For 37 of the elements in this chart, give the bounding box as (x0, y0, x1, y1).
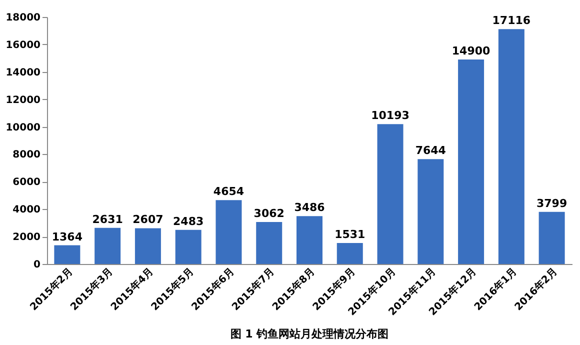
data-label: 7644 (415, 144, 446, 158)
bar (418, 159, 444, 264)
y-tick-label: 14000 (6, 67, 41, 78)
bar (296, 216, 322, 264)
y-tick-label: 6000 (12, 177, 41, 188)
bar (256, 222, 282, 264)
bar (94, 228, 121, 264)
data-label: 4654 (213, 185, 244, 198)
bar (336, 242, 363, 264)
data-label: 3799 (536, 196, 568, 210)
data-label: 17116 (492, 14, 531, 28)
data-label: 14900 (452, 44, 491, 58)
y-tick-label: 16000 (6, 40, 41, 51)
bar (377, 124, 404, 264)
y-tick-label: 10000 (6, 122, 41, 134)
y-tick-label: 18000 (6, 12, 41, 24)
data-label: 2631 (92, 212, 123, 226)
text: 图 1 钓鱼网站月处理情况分布图 (230, 328, 389, 341)
data-label: 2483 (173, 214, 204, 228)
y-tick-label: 2000 (12, 232, 41, 244)
data-label: 1364 (52, 230, 83, 244)
bar (175, 230, 202, 264)
y-tick-label: 8000 (12, 150, 41, 161)
y-tick-label: 12000 (6, 94, 41, 106)
bar (54, 245, 80, 264)
bar (538, 212, 565, 264)
y-tick-label: 0 (34, 260, 41, 270)
bar (498, 29, 524, 264)
data-label: 3062 (254, 206, 284, 220)
y-tick-label: 4000 (12, 204, 41, 216)
data-label: 1531 (334, 228, 366, 241)
data-label: 2607 (132, 213, 164, 226)
bar (216, 200, 242, 264)
data-label: 3486 (294, 201, 326, 214)
bar (458, 60, 484, 264)
data-label: 10193 (371, 109, 410, 122)
bar (134, 228, 161, 264)
